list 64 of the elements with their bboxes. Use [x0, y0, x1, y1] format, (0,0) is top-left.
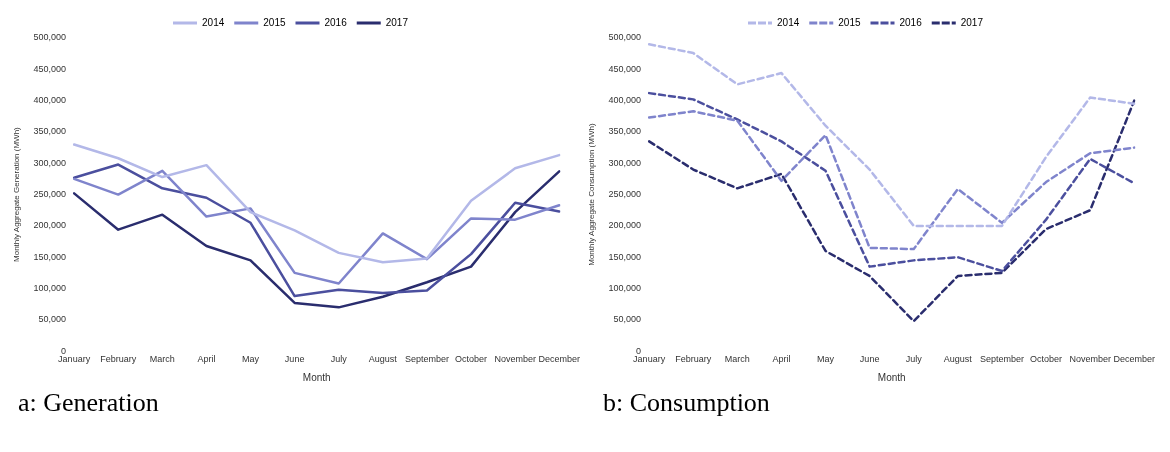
x-tick-label: November	[1069, 354, 1111, 365]
y-tick-label: 150,000	[608, 251, 642, 262]
y-tick-label: 500,000	[608, 32, 642, 43]
y-tick-label: 300,000	[33, 157, 67, 168]
y-axis-title: Monthly Aggregate Consumption (MWh)	[587, 123, 596, 266]
y-tick-label: 350,000	[33, 126, 67, 137]
text: a: Generation	[17, 388, 160, 418]
x-tick-label: March	[724, 354, 750, 365]
x-tick-label: February	[675, 354, 712, 365]
legend-label: 2015	[838, 16, 861, 28]
y-axis-title: Monthly Aggregate Generation (MWh)	[12, 126, 21, 262]
x-tick-label: June	[284, 354, 305, 365]
x-tick-label: January	[58, 354, 91, 365]
y-tick-label: 50,000	[613, 314, 642, 325]
line-series	[647, 99, 1136, 323]
y-tick-label: 500,000	[33, 32, 67, 43]
y-tick-label: 250,000	[33, 189, 67, 200]
line-series	[647, 91, 1136, 273]
legend-label: 2017	[385, 16, 409, 28]
x-tick-label: September	[404, 354, 449, 365]
legend-label: 2016	[899, 16, 923, 28]
x-tick-label: June	[859, 354, 880, 365]
x-tick-label: April	[197, 354, 216, 365]
x-tick-label: October	[455, 354, 488, 365]
x-tick-label: December	[538, 354, 580, 365]
y-tick-label: 100,000	[608, 283, 642, 294]
y-tick-label: 150,000	[33, 251, 67, 262]
x-tick-label: October	[1030, 354, 1063, 365]
y-tick-label: 200,000	[608, 220, 642, 231]
y-tick-label: 200,000	[33, 220, 67, 231]
legend-label: 2014	[777, 16, 800, 28]
legend-label: 2014	[202, 16, 225, 28]
y-tick-label: 100,000	[33, 283, 67, 294]
x-tick-label: December	[1113, 354, 1155, 365]
y-tick-label: 450,000	[33, 63, 67, 74]
legend-label: 2016	[324, 16, 348, 28]
x-tick-label: July	[330, 354, 348, 365]
legend-label: 2015	[263, 16, 286, 28]
x-tick-label: March	[149, 354, 175, 365]
text: b: Consumption	[602, 388, 771, 418]
y-tick-label: 0	[636, 345, 642, 356]
line-series	[647, 43, 1136, 228]
x-tick-label: September	[979, 354, 1024, 365]
y-tick-label: 400,000	[608, 95, 642, 106]
y-tick-label: 50,000	[38, 314, 67, 325]
y-tick-label: 0	[61, 345, 67, 356]
legend-label: 2017	[960, 16, 984, 28]
x-axis-title: Month	[877, 371, 906, 383]
x-tick-label: August	[368, 354, 398, 365]
x-axis-title: Month	[302, 371, 331, 383]
x-tick-label: January	[633, 354, 666, 365]
x-tick-label: February	[100, 354, 137, 365]
x-tick-label: May	[242, 354, 260, 365]
x-tick-label: May	[817, 354, 835, 365]
y-tick-label: 450,000	[608, 63, 642, 74]
x-tick-label: August	[943, 354, 973, 365]
y-tick-label: 300,000	[608, 157, 642, 168]
line-series	[647, 110, 1136, 251]
y-tick-label: 350,000	[608, 126, 642, 137]
y-tick-label: 400,000	[33, 95, 67, 106]
x-tick-label: July	[905, 354, 923, 365]
x-tick-label: November	[494, 354, 536, 365]
x-tick-label: April	[772, 354, 791, 365]
y-tick-label: 250,000	[608, 189, 642, 200]
